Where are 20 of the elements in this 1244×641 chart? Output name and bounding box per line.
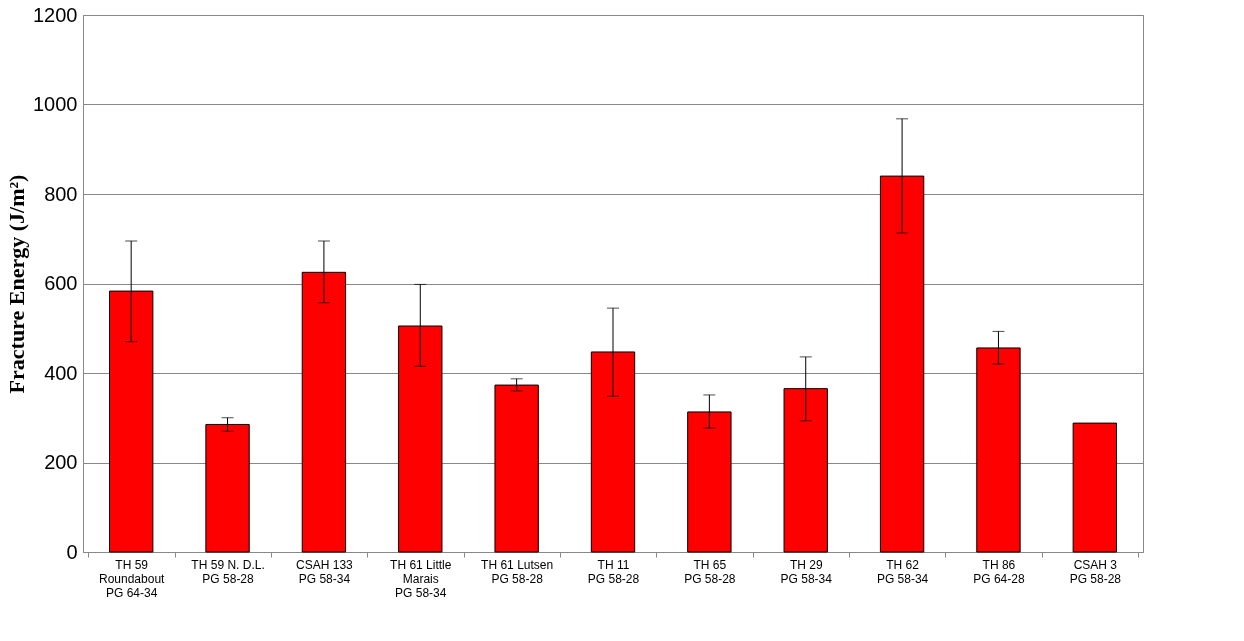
x-tick-label: TH 86 PG 64-28	[973, 557, 1025, 586]
y-tick-label: 1200	[33, 3, 78, 26]
y-tick-label: 0	[66, 540, 78, 563]
y-tick-label: 1000	[33, 93, 78, 115]
x-tick-label: CSAH 3 PG 58-28	[1069, 557, 1122, 586]
y-tick-label: 600	[44, 272, 78, 294]
x-tick-label: TH 61 Little Marais PG 58-34	[390, 557, 452, 600]
bar	[1072, 422, 1117, 553]
y-tick-label: 400	[44, 361, 78, 384]
x-tick-label: CSAH 133 PG 58-34	[296, 557, 354, 586]
x-tick-label: TH 59 N. D.L. PG 58-28	[191, 557, 265, 586]
x-tick-label: TH 61 Lutsen PG 58-28	[481, 557, 554, 586]
y-axis-title: Fracture Energy (J/m²)	[4, 174, 30, 394]
y-tick-label: 200	[44, 451, 78, 473]
x-tick-label: TH 62 PG 58-34	[876, 557, 929, 586]
x-tick-label: TH 65 PG 58-28	[684, 557, 736, 586]
x-tick-label: TH 11 PG 58-28	[587, 557, 640, 586]
x-tick-label: TH 29 PG 58-34	[780, 557, 833, 586]
y-tick-label: 800	[44, 182, 78, 205]
x-tick-label: TH 59 Roundabout PG 64-34	[98, 557, 166, 600]
